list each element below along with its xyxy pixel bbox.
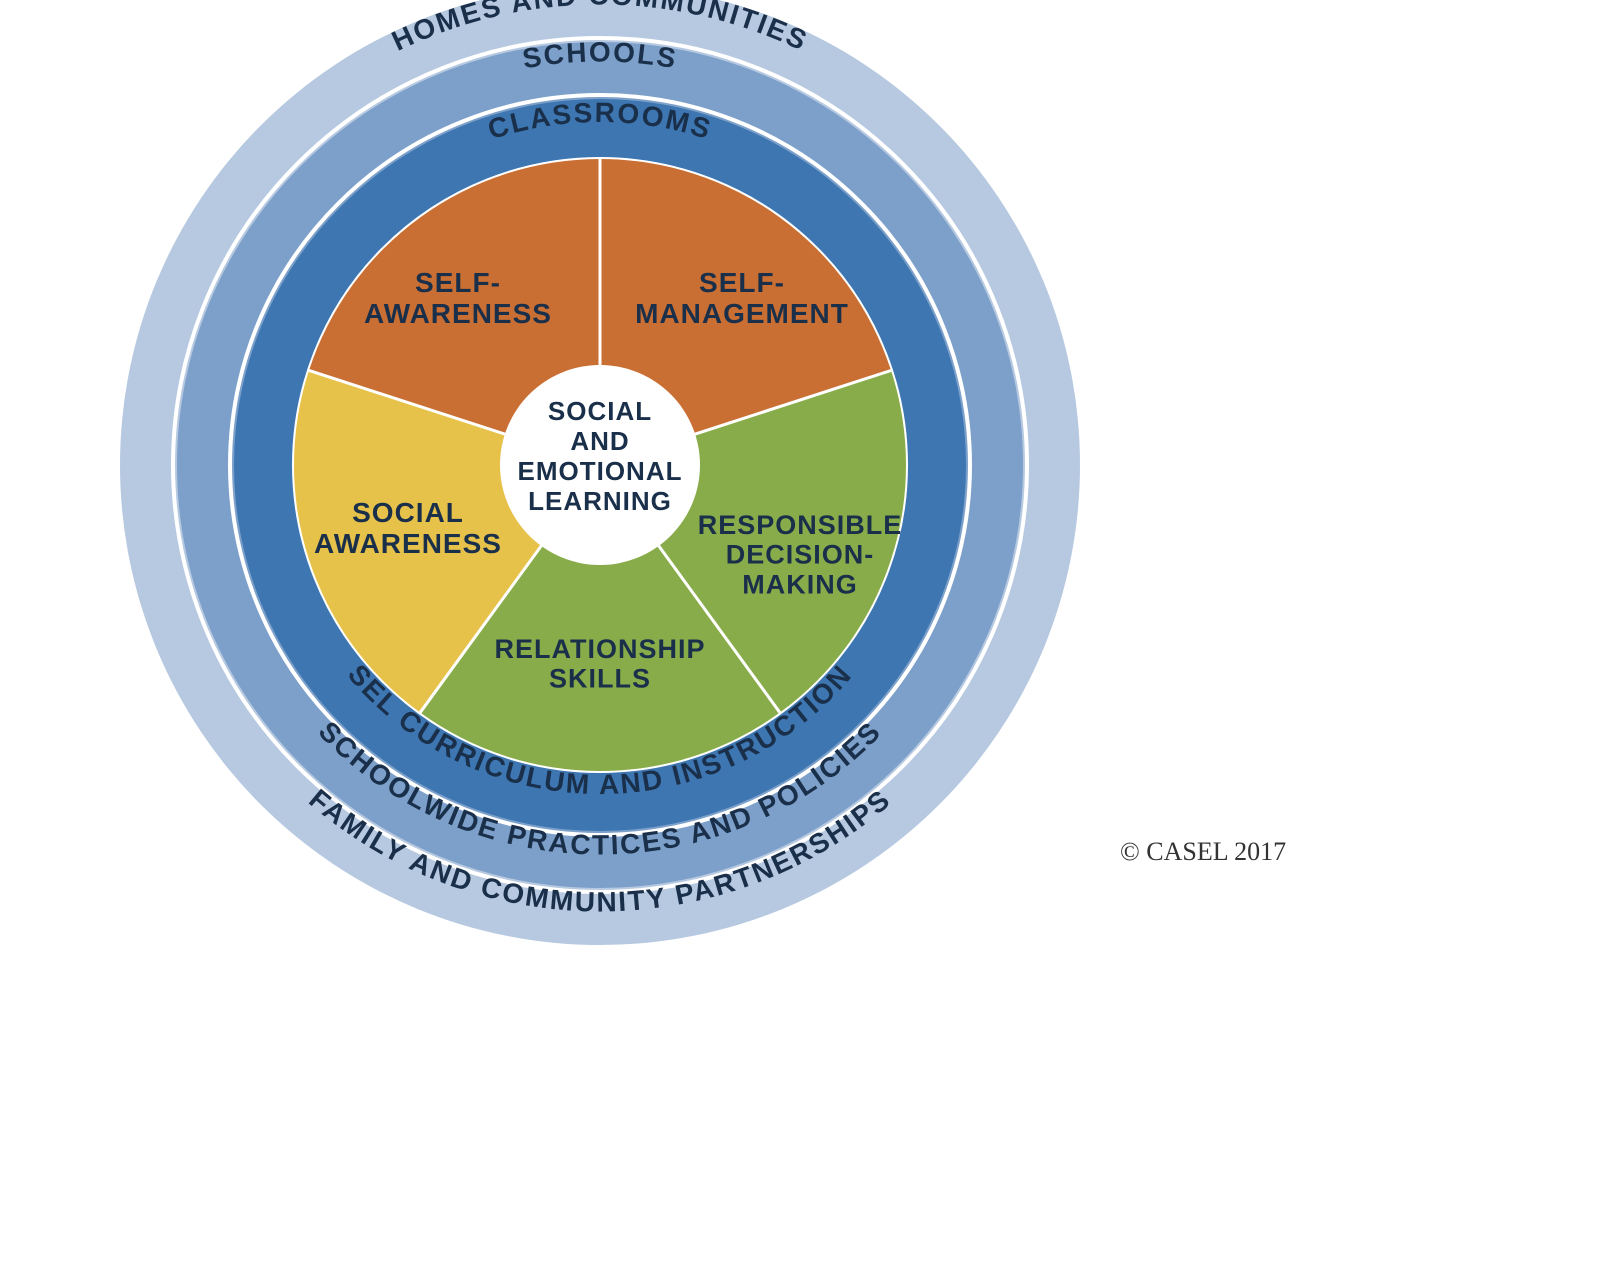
segment-label-line: RESPONSIBLE — [698, 510, 903, 540]
center-title-line: LEARNING — [528, 486, 672, 516]
center-title-line: SOCIAL — [548, 396, 652, 426]
segment-label-line: AWARENESS — [314, 528, 502, 559]
segment-label-line: MAKING — [742, 569, 858, 599]
segment-label-line: SELF- — [415, 267, 501, 298]
segment-label-line: MANAGEMENT — [635, 298, 849, 329]
center-title-line: AND — [570, 426, 629, 456]
segment-label-line: RELATIONSHIP — [494, 634, 705, 664]
segment-label-line: SOCIAL — [352, 497, 464, 528]
segment-label-line: DECISION- — [726, 540, 875, 570]
segment-label-line: SELF- — [699, 267, 785, 298]
segment-label-line: SKILLS — [549, 664, 651, 694]
copyright-text: © CASEL 2017 — [1120, 837, 1286, 866]
segment-label-line: AWARENESS — [364, 298, 552, 329]
center-title-line: EMOTIONAL — [518, 456, 683, 486]
